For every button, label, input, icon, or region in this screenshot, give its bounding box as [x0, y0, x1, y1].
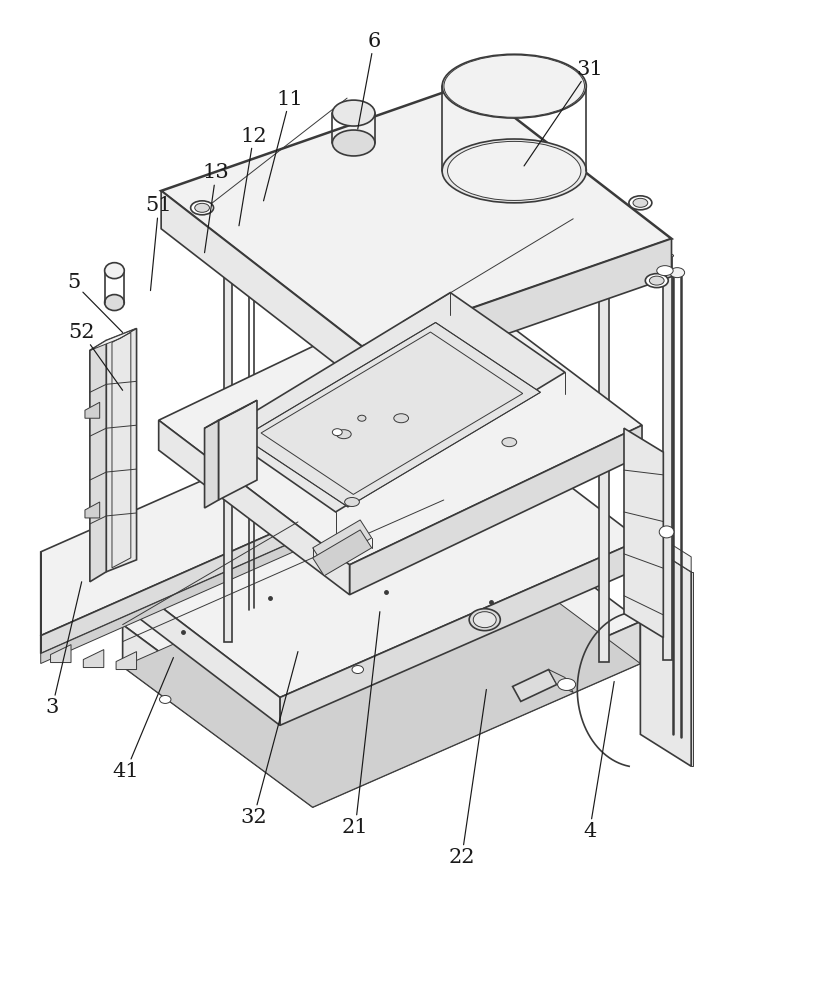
Ellipse shape — [442, 139, 586, 203]
Text: 4: 4 — [583, 681, 614, 841]
Text: 22: 22 — [449, 689, 487, 867]
Polygon shape — [83, 548, 280, 725]
Text: 12: 12 — [239, 127, 267, 226]
Ellipse shape — [645, 274, 668, 288]
Ellipse shape — [629, 196, 652, 210]
Polygon shape — [122, 522, 640, 807]
Text: 6: 6 — [358, 32, 381, 129]
Polygon shape — [85, 502, 99, 518]
Text: 31: 31 — [524, 60, 603, 166]
Polygon shape — [41, 522, 298, 654]
Polygon shape — [159, 420, 349, 595]
Polygon shape — [83, 650, 104, 668]
Polygon shape — [663, 256, 672, 660]
Ellipse shape — [659, 526, 674, 538]
Polygon shape — [83, 390, 640, 697]
Text: 32: 32 — [240, 652, 298, 827]
Polygon shape — [41, 438, 298, 636]
Polygon shape — [122, 480, 640, 765]
Polygon shape — [624, 428, 663, 638]
Polygon shape — [205, 420, 219, 508]
Text: 41: 41 — [113, 658, 173, 781]
Polygon shape — [280, 540, 640, 725]
Polygon shape — [106, 328, 136, 572]
Polygon shape — [122, 625, 312, 807]
Polygon shape — [224, 235, 233, 642]
Ellipse shape — [657, 266, 673, 276]
Ellipse shape — [649, 276, 664, 285]
Ellipse shape — [222, 233, 234, 237]
Polygon shape — [362, 239, 672, 384]
Ellipse shape — [502, 438, 517, 447]
Ellipse shape — [195, 203, 210, 212]
Ellipse shape — [358, 415, 366, 421]
Polygon shape — [116, 652, 136, 670]
Ellipse shape — [473, 612, 496, 628]
Ellipse shape — [352, 666, 363, 674]
Polygon shape — [312, 622, 640, 807]
Polygon shape — [640, 525, 691, 572]
Ellipse shape — [394, 414, 409, 423]
Polygon shape — [85, 402, 99, 418]
Polygon shape — [349, 425, 642, 595]
Polygon shape — [161, 191, 362, 384]
Polygon shape — [312, 520, 372, 566]
Ellipse shape — [191, 201, 214, 215]
Text: 51: 51 — [145, 196, 172, 291]
Polygon shape — [312, 530, 372, 576]
Ellipse shape — [332, 429, 342, 436]
Text: 21: 21 — [342, 612, 380, 837]
Ellipse shape — [444, 55, 584, 117]
Polygon shape — [41, 540, 298, 664]
Ellipse shape — [336, 430, 351, 439]
Ellipse shape — [104, 295, 124, 311]
Polygon shape — [243, 322, 540, 507]
Ellipse shape — [633, 198, 648, 207]
Ellipse shape — [469, 609, 501, 631]
Polygon shape — [691, 572, 693, 766]
Ellipse shape — [447, 141, 581, 200]
Polygon shape — [205, 400, 257, 428]
Text: 13: 13 — [203, 163, 229, 253]
Ellipse shape — [557, 679, 575, 690]
Polygon shape — [548, 670, 573, 692]
Polygon shape — [90, 328, 136, 350]
Ellipse shape — [661, 254, 673, 258]
Polygon shape — [161, 83, 672, 346]
Polygon shape — [221, 293, 565, 512]
Ellipse shape — [442, 54, 586, 118]
Ellipse shape — [332, 130, 375, 156]
Text: 52: 52 — [68, 323, 122, 390]
Ellipse shape — [332, 100, 375, 126]
Polygon shape — [50, 645, 71, 663]
Polygon shape — [599, 271, 609, 662]
Polygon shape — [640, 540, 691, 766]
Ellipse shape — [670, 268, 685, 278]
Ellipse shape — [159, 695, 171, 703]
Ellipse shape — [598, 268, 612, 273]
Text: 5: 5 — [67, 273, 122, 332]
Polygon shape — [159, 281, 642, 565]
Ellipse shape — [344, 498, 359, 506]
Polygon shape — [90, 340, 106, 582]
Text: 3: 3 — [45, 582, 81, 717]
Ellipse shape — [104, 263, 124, 279]
Polygon shape — [219, 400, 257, 500]
Text: 11: 11 — [264, 90, 303, 201]
Polygon shape — [513, 670, 556, 701]
